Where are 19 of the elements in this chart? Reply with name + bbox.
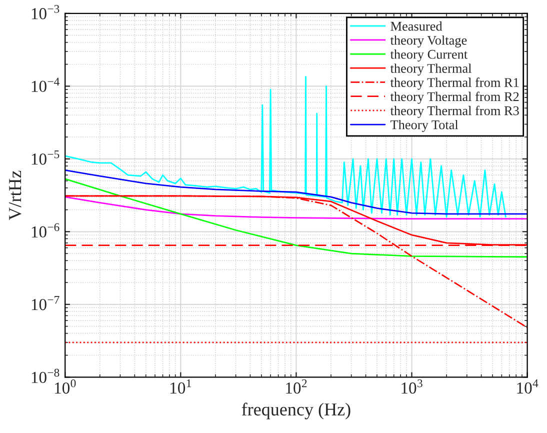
legend-label: theory Voltage <box>390 35 467 48</box>
y-tick-label: 10$^{−7}$ <box>32 296 60 310</box>
x-tick-label: 10$^{4}$ <box>517 379 538 394</box>
legend-label: Theory Total <box>390 120 458 132</box>
legend-label: theory Thermal from R3 <box>390 106 519 118</box>
legend-label: Measured <box>390 21 442 31</box>
legend-label: theory Thermal from R2 <box>390 92 519 104</box>
x-tick-label: 10$^{2}$ <box>286 379 307 394</box>
legend-label: theory Current <box>390 50 468 62</box>
y-tick-label: 10$^{−3}$ <box>32 5 60 20</box>
y-tick-label: 10$^{−6}$ <box>32 223 60 238</box>
y-tick-label: 10$^{−4}$ <box>32 78 60 92</box>
legend-label: theory Thermal <box>390 64 472 76</box>
y-axis-title: V/rtHz <box>9 170 22 220</box>
legend-label: theory Thermal from R1 <box>390 78 519 90</box>
y-tick-label: 10$^{−5}$ <box>32 150 60 165</box>
x-tick-label: 10$^{1}$ <box>170 379 192 394</box>
x-tick-label: 10$^{3}$ <box>402 379 422 394</box>
x-axis-title: frequency (Hz) <box>242 402 350 420</box>
